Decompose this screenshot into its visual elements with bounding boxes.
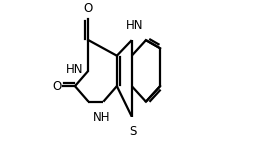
Text: HN: HN [66,63,83,76]
Text: O: O [84,2,93,15]
Text: S: S [129,125,137,138]
Text: NH: NH [93,111,111,124]
Text: O: O [52,80,61,93]
Text: HN: HN [126,19,143,32]
